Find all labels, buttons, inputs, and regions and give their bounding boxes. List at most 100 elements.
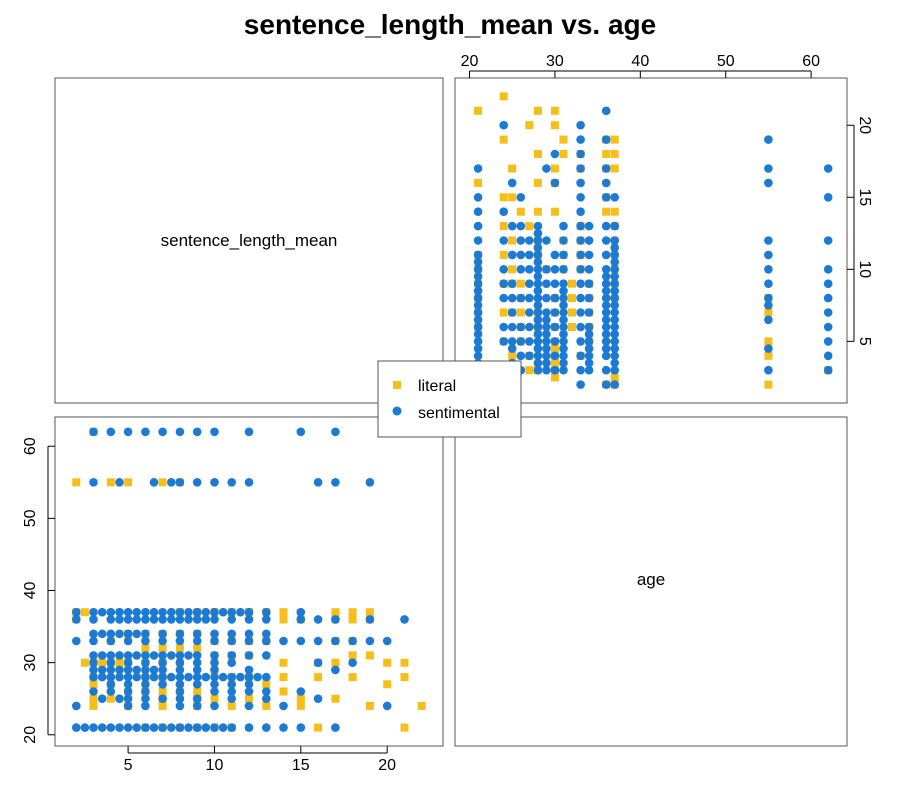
point-sentimental-tr-220 bbox=[473, 250, 483, 260]
point-sentimental-bl-165 bbox=[123, 680, 133, 689]
point-sentimental-bl-111 bbox=[175, 651, 185, 660]
point-sentimental-bl-127 bbox=[313, 658, 323, 667]
point-sentimental-tr-120 bbox=[550, 337, 560, 346]
point-sentimental-bl-200 bbox=[279, 701, 288, 711]
point-sentimental-bl-56 bbox=[184, 615, 193, 624]
point-sentimental-bl-13 bbox=[149, 478, 159, 487]
point-sentimental-tr-165 bbox=[525, 337, 534, 346]
point-sentimental-bl-196 bbox=[175, 701, 185, 711]
point-sentimental-tr-41 bbox=[610, 243, 619, 252]
point-sentimental-tr-44 bbox=[610, 193, 619, 202]
point-literal-tr-22 bbox=[516, 279, 525, 288]
point-literal-bl-6 bbox=[158, 478, 167, 487]
right-axis-tick-label-20: 20 bbox=[856, 116, 873, 134]
point-sentimental-tr-77 bbox=[584, 279, 594, 289]
top-x-axis-age: 20 30 40 50 60 bbox=[461, 53, 820, 78]
point-sentimental-tr-52 bbox=[601, 315, 611, 325]
point-sentimental-bl-185 bbox=[123, 694, 133, 703]
point-sentimental-bl-147 bbox=[123, 672, 133, 682]
point-sentimental-bl-23 bbox=[72, 607, 81, 617]
point-literal-bl-4 bbox=[106, 478, 115, 487]
point-sentimental-tr-32 bbox=[610, 308, 619, 317]
point-sentimental-tr-216 bbox=[473, 279, 483, 289]
point-sentimental-bl-204 bbox=[89, 723, 98, 732]
point-sentimental-bl-42 bbox=[244, 607, 254, 617]
point-literal-tr-50 bbox=[533, 178, 542, 187]
point-sentimental-tr-97 bbox=[576, 164, 585, 173]
point-sentimental-tr-112 bbox=[559, 286, 568, 296]
point-sentimental-tr-194 bbox=[499, 337, 509, 346]
point-sentimental-tr-74 bbox=[584, 322, 594, 332]
point-literal-tr-33 bbox=[499, 250, 508, 259]
point-sentimental-tr-198 bbox=[499, 265, 509, 274]
point-sentimental-bl-176 bbox=[141, 687, 150, 696]
point-sentimental-bl-26 bbox=[106, 607, 116, 617]
point-sentimental-bl-80 bbox=[244, 629, 254, 639]
point-sentimental-tr-9 bbox=[823, 193, 833, 202]
point-sentimental-tr-106 bbox=[559, 329, 568, 339]
point-sentimental-bl-152 bbox=[167, 672, 176, 682]
point-sentimental-bl-156 bbox=[201, 672, 211, 682]
point-literal-tr-61 bbox=[610, 135, 619, 144]
point-literal-bl-22 bbox=[193, 687, 202, 696]
point-sentimental-tr-93 bbox=[576, 221, 585, 231]
legend-marker-sentimental bbox=[392, 406, 402, 416]
point-literal-tr-54 bbox=[550, 164, 559, 173]
point-sentimental-bl-21 bbox=[331, 478, 340, 487]
point-literal-bl-61 bbox=[365, 608, 374, 617]
point-sentimental-bl-76 bbox=[175, 629, 185, 639]
point-sentimental-bl-31 bbox=[149, 607, 159, 617]
point-literal-bl-11 bbox=[115, 658, 124, 667]
point-sentimental-tr-139 bbox=[542, 279, 551, 289]
point-sentimental-tr-168 bbox=[525, 293, 534, 303]
point-sentimental-bl-6 bbox=[192, 427, 202, 437]
point-sentimental-bl-0 bbox=[89, 427, 98, 437]
point-sentimental-tr-116 bbox=[559, 236, 568, 245]
point-sentimental-bl-168 bbox=[175, 680, 185, 689]
point-sentimental-tr-40 bbox=[610, 250, 619, 260]
point-sentimental-tr-155 bbox=[533, 279, 543, 289]
point-sentimental-bl-177 bbox=[175, 687, 185, 696]
point-literal-bl-68 bbox=[400, 673, 409, 682]
point-sentimental-bl-155 bbox=[192, 672, 202, 682]
point-literal-tr-28 bbox=[508, 236, 517, 245]
point-sentimental-tr-133 bbox=[542, 337, 551, 346]
point-sentimental-bl-136 bbox=[149, 665, 159, 675]
point-sentimental-bl-123 bbox=[175, 658, 185, 667]
point-literal-tr-55 bbox=[508, 164, 517, 173]
point-sentimental-tr-6 bbox=[823, 279, 833, 289]
point-sentimental-tr-51 bbox=[601, 322, 611, 332]
point-sentimental-bl-138 bbox=[175, 665, 185, 675]
point-sentimental-bl-77 bbox=[192, 629, 202, 639]
point-sentimental-tr-57 bbox=[601, 279, 611, 289]
point-sentimental-tr-144 bbox=[533, 358, 543, 368]
point-sentimental-tr-214 bbox=[473, 293, 483, 303]
point-sentimental-tr-34 bbox=[610, 293, 619, 303]
point-sentimental-tr-39 bbox=[610, 257, 619, 267]
point-sentimental-tr-11 bbox=[764, 365, 773, 375]
point-sentimental-tr-21 bbox=[764, 164, 773, 173]
point-sentimental-tr-88 bbox=[576, 293, 585, 303]
point-sentimental-tr-128 bbox=[550, 149, 560, 159]
point-sentimental-bl-205 bbox=[97, 723, 107, 732]
point-sentimental-tr-222 bbox=[473, 221, 483, 231]
top-axis-tick-label-50: 50 bbox=[717, 53, 735, 70]
point-sentimental-bl-125 bbox=[210, 658, 219, 667]
point-sentimental-tr-18 bbox=[764, 250, 773, 260]
point-sentimental-bl-97 bbox=[331, 636, 340, 646]
point-sentimental-bl-46 bbox=[89, 615, 98, 624]
point-sentimental-bl-85 bbox=[123, 636, 133, 646]
point-sentimental-bl-116 bbox=[244, 651, 254, 660]
point-sentimental-bl-36 bbox=[192, 607, 202, 617]
legend-label-literal: literal bbox=[418, 378, 456, 395]
point-sentimental-bl-57 bbox=[192, 615, 202, 624]
point-sentimental-tr-160 bbox=[533, 243, 543, 252]
point-literal-bl-47 bbox=[296, 694, 305, 703]
point-sentimental-bl-146 bbox=[115, 672, 124, 682]
left-axis-tick-label-40: 40 bbox=[22, 582, 39, 600]
point-sentimental-tr-20 bbox=[764, 178, 773, 188]
point-sentimental-tr-122 bbox=[550, 308, 560, 317]
point-sentimental-bl-8 bbox=[244, 427, 254, 437]
point-sentimental-bl-40 bbox=[227, 607, 236, 617]
point-sentimental-tr-196 bbox=[499, 293, 509, 303]
